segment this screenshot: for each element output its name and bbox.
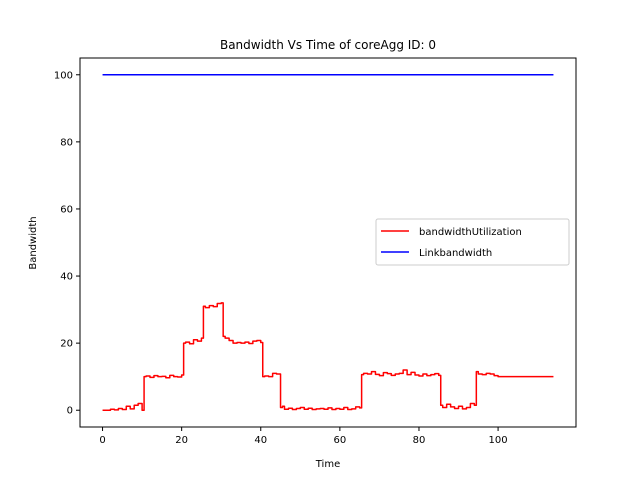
legend-label-bandwidthutilization: bandwidthUtilization	[419, 227, 522, 238]
series-line-bandwidthutilization	[102, 302, 554, 411]
plot-area	[102, 74, 554, 411]
y-tick-label: 60	[60, 204, 73, 215]
y-axis: 0 20 40 60 80 100	[54, 70, 80, 417]
legend-box	[375, 218, 570, 266]
x-tick-label: 80	[413, 435, 426, 446]
plot-frame	[79, 57, 577, 428]
y-tick-label: 40	[60, 272, 73, 283]
x-tick-label: 100	[489, 435, 508, 446]
legend-label-linkbandwidth: Linkbandwidth	[419, 248, 492, 259]
y-tick-label: 20	[60, 339, 73, 350]
x-tick-label: 0	[99, 435, 105, 446]
x-tick-label: 40	[254, 435, 267, 446]
legend: bandwidthUtilization Linkbandwidth	[375, 218, 570, 266]
y-axis-label: Bandwidth	[28, 216, 39, 269]
x-axis-label: Time	[315, 459, 340, 470]
chart-title: Bandwidth Vs Time of coreAgg ID: 0	[220, 38, 436, 52]
x-tick-label: 20	[175, 435, 188, 446]
y-tick-label: 100	[54, 70, 73, 81]
y-tick-label: 0	[67, 406, 73, 417]
y-tick-label: 80	[60, 137, 73, 148]
x-tick-label: 60	[333, 435, 346, 446]
x-axis: 0 20 40 60 80 100	[99, 427, 508, 446]
